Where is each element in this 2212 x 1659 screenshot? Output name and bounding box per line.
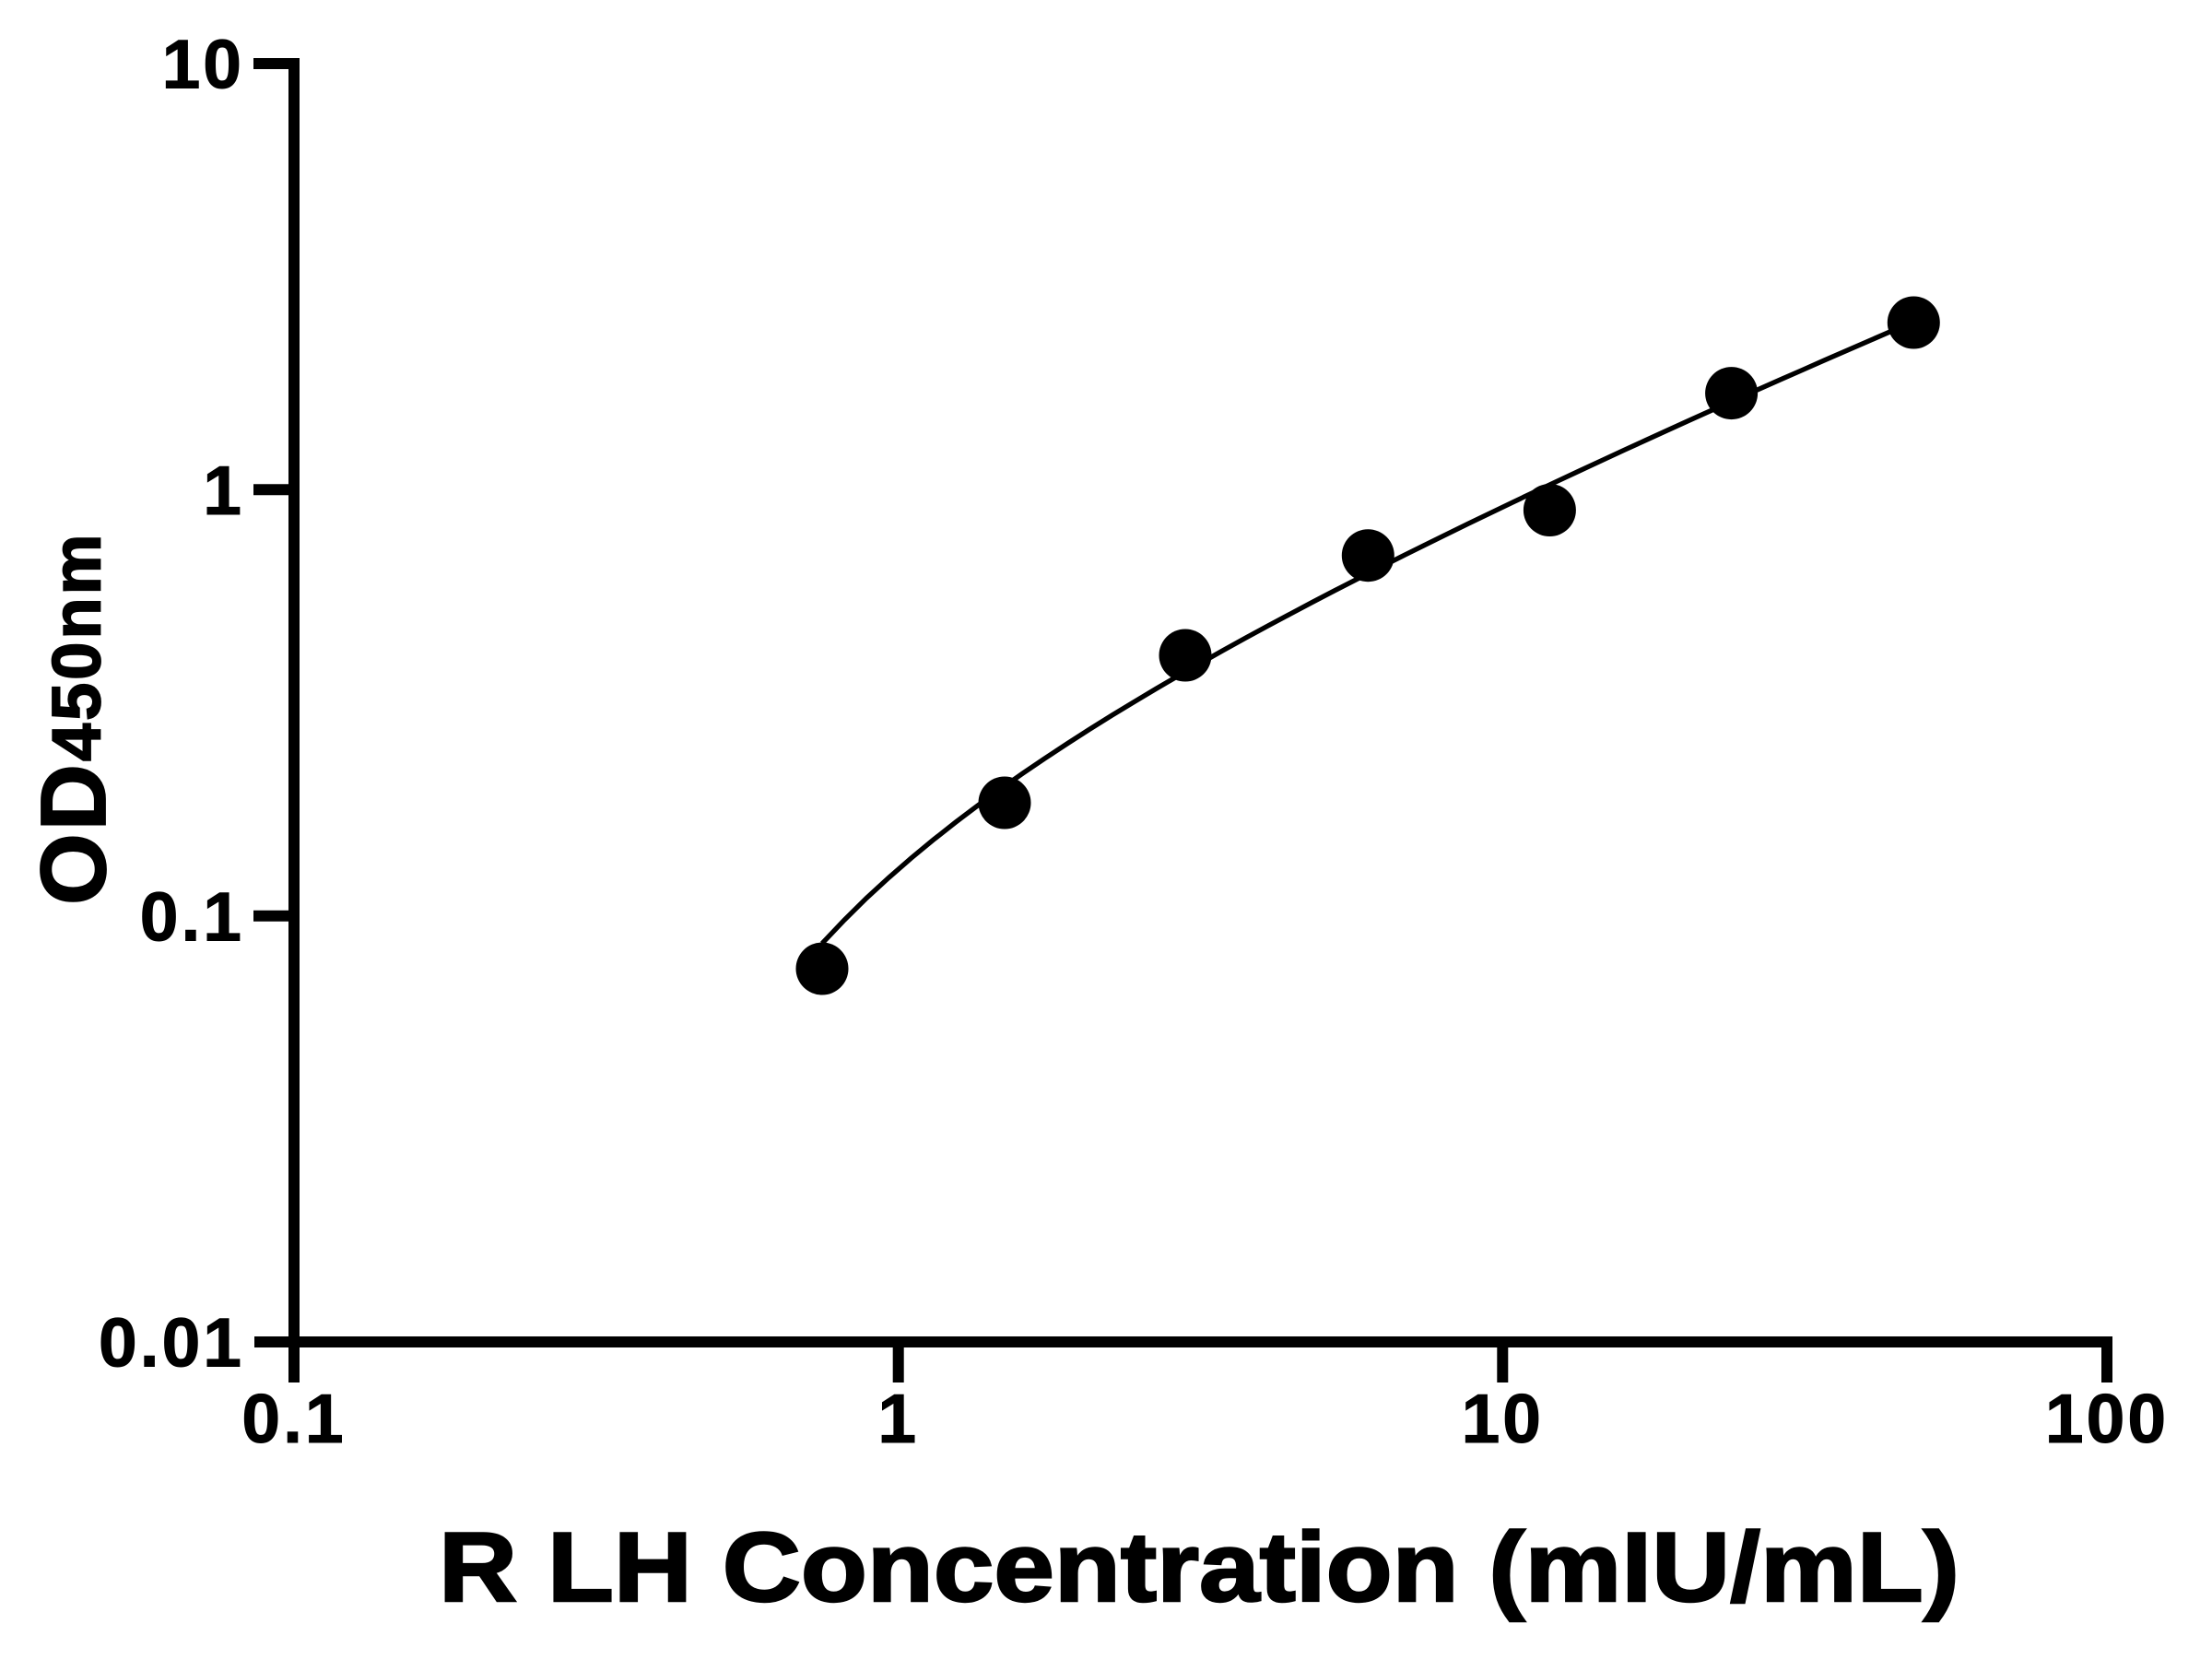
- svg-text:0.01: 0.01: [99, 1304, 244, 1382]
- svg-text:1: 1: [203, 452, 244, 529]
- svg-text:10: 10: [162, 26, 244, 103]
- svg-text:OD450nm: OD450nm: [22, 532, 125, 905]
- svg-text:0.1: 0.1: [140, 877, 244, 955]
- svg-text:0.1: 0.1: [241, 1380, 346, 1457]
- svg-text:10: 10: [1462, 1380, 1544, 1457]
- svg-text:R LH Concentration (mIU/mL): R LH Concentration (mIU/mL): [439, 1512, 1959, 1622]
- svg-text:1: 1: [877, 1380, 919, 1457]
- svg-text:100: 100: [2045, 1380, 2169, 1457]
